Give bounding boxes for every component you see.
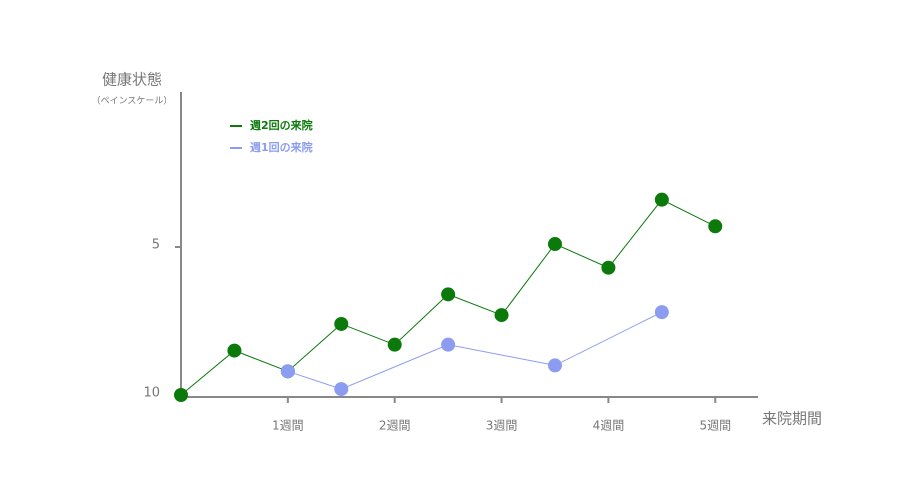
data-point	[547, 358, 562, 373]
data-point	[280, 364, 295, 379]
y-axis-label: 健康状態	[102, 71, 162, 89]
data-point	[174, 388, 188, 402]
y-axis-sublabel: （ペインスケール）	[92, 96, 173, 107]
x-tick-label: 2週間	[379, 419, 411, 433]
x-tick-label: 3週間	[486, 419, 518, 433]
data-point	[547, 237, 562, 252]
data-point	[708, 219, 723, 234]
x-tick-label: 1週間	[272, 419, 304, 433]
data-point	[441, 287, 456, 302]
x-tick-label: 5週間	[699, 419, 731, 433]
data-point	[601, 260, 616, 275]
y-tick-label: 10	[143, 386, 160, 401]
data-point	[387, 337, 402, 352]
data-point	[227, 343, 242, 358]
y-tick-label: 5	[152, 238, 160, 253]
x-tick-label: 4週間	[593, 419, 625, 433]
data-point	[654, 192, 669, 207]
legend-label: 週2回の来院	[250, 118, 313, 132]
data-point	[494, 308, 509, 323]
data-point	[334, 316, 349, 331]
data-point	[334, 382, 349, 397]
data-point	[654, 305, 669, 320]
x-axis-label: 来院期間	[762, 410, 822, 428]
data-point	[441, 337, 456, 352]
legend-label: 週1回の来院	[250, 140, 313, 154]
